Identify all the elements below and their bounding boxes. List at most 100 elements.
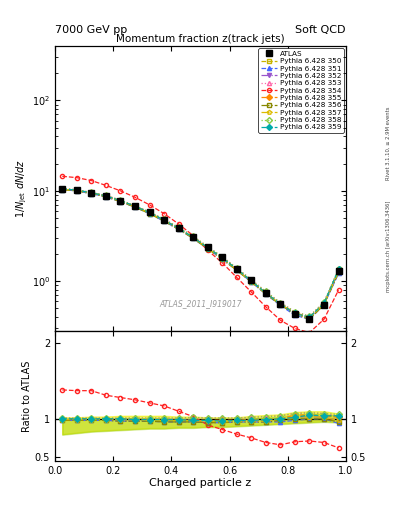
Pythia 6.428 357 — [118, 198, 123, 204]
Line: Pythia 6.428 359: Pythia 6.428 359 — [60, 187, 341, 319]
Pythia 6.428 352 — [307, 315, 312, 321]
Pythia 6.428 354 — [307, 330, 312, 336]
Pythia 6.428 354 — [60, 173, 64, 179]
Pythia 6.428 355 — [206, 245, 210, 251]
Pythia 6.428 356 — [322, 302, 327, 308]
Pythia 6.428 357 — [249, 279, 254, 285]
Pythia 6.428 358 — [220, 253, 225, 260]
Pythia 6.428 354 — [292, 326, 297, 332]
ATLAS — [75, 187, 79, 193]
Pythia 6.428 359 — [234, 266, 239, 272]
Pythia 6.428 358 — [118, 197, 123, 203]
Pythia 6.428 359 — [162, 217, 167, 223]
Pythia 6.428 353 — [162, 216, 167, 222]
Pythia 6.428 357 — [206, 245, 210, 251]
Pythia 6.428 352 — [60, 186, 64, 193]
Pythia 6.428 354 — [249, 289, 254, 295]
Line: Pythia 6.428 350: Pythia 6.428 350 — [60, 187, 341, 319]
Pythia 6.428 352 — [234, 267, 239, 273]
Pythia 6.428 352 — [162, 218, 167, 224]
Pythia 6.428 356 — [278, 302, 283, 308]
Pythia 6.428 352 — [133, 203, 138, 209]
Line: Pythia 6.428 352: Pythia 6.428 352 — [60, 187, 341, 321]
Pythia 6.428 359 — [322, 300, 327, 306]
Pythia 6.428 352 — [249, 279, 254, 285]
Pythia 6.428 353 — [89, 189, 94, 196]
Pythia 6.428 357 — [263, 290, 268, 296]
Pythia 6.428 350 — [89, 190, 94, 196]
ATLAS — [278, 301, 283, 307]
Pythia 6.428 355 — [118, 198, 123, 204]
Pythia 6.428 350 — [263, 290, 268, 296]
Pythia 6.428 350 — [60, 186, 64, 192]
Pythia 6.428 356 — [89, 190, 94, 197]
Pythia 6.428 351 — [249, 279, 254, 285]
Pythia 6.428 352 — [263, 290, 268, 296]
Pythia 6.428 355 — [336, 267, 341, 273]
Line: ATLAS: ATLAS — [59, 186, 342, 322]
Pythia 6.428 352 — [336, 268, 341, 274]
Pythia 6.428 354 — [176, 221, 181, 227]
Pythia 6.428 359 — [104, 193, 108, 199]
Pythia 6.428 351 — [292, 312, 297, 318]
ATLAS — [104, 193, 108, 199]
Pythia 6.428 359 — [249, 278, 254, 284]
Pythia 6.428 359 — [278, 301, 283, 307]
Pythia 6.428 359 — [60, 186, 64, 192]
Pythia 6.428 350 — [147, 209, 152, 216]
Pythia 6.428 353 — [263, 288, 268, 294]
Pythia 6.428 353 — [307, 313, 312, 319]
Text: 7000 GeV pp: 7000 GeV pp — [55, 25, 127, 35]
Pythia 6.428 352 — [278, 301, 283, 307]
Pythia 6.428 350 — [322, 300, 327, 306]
Pythia 6.428 357 — [89, 190, 94, 197]
Line: Pythia 6.428 353: Pythia 6.428 353 — [60, 186, 341, 318]
Pythia 6.428 355 — [322, 300, 327, 306]
Pythia 6.428 359 — [263, 290, 268, 296]
Pythia 6.428 355 — [278, 301, 283, 307]
Pythia 6.428 354 — [147, 202, 152, 208]
Pythia 6.428 359 — [176, 225, 181, 231]
Pythia 6.428 350 — [206, 245, 210, 251]
Pythia 6.428 357 — [307, 315, 312, 321]
Pythia 6.428 359 — [89, 190, 94, 196]
Pythia 6.428 357 — [220, 255, 225, 262]
Pythia 6.428 357 — [104, 193, 108, 199]
Pythia 6.428 350 — [249, 278, 254, 284]
ATLAS — [220, 254, 225, 260]
Pythia 6.428 359 — [336, 266, 341, 272]
Pythia 6.428 354 — [118, 188, 123, 194]
Pythia 6.428 353 — [220, 253, 225, 260]
Line: Pythia 6.428 351: Pythia 6.428 351 — [60, 187, 341, 322]
Pythia 6.428 352 — [220, 255, 225, 262]
ATLAS — [147, 209, 152, 216]
Pythia 6.428 353 — [234, 265, 239, 271]
Pythia 6.428 354 — [104, 182, 108, 188]
Pythia 6.428 352 — [322, 301, 327, 307]
Pythia 6.428 358 — [307, 313, 312, 319]
Pythia 6.428 351 — [60, 187, 64, 193]
Pythia 6.428 353 — [278, 300, 283, 306]
ATLAS — [191, 234, 196, 240]
Pythia 6.428 352 — [147, 210, 152, 216]
ATLAS — [60, 186, 64, 192]
Pythia 6.428 358 — [336, 266, 341, 272]
Pythia 6.428 350 — [191, 234, 196, 241]
ATLAS — [118, 198, 123, 204]
Pythia 6.428 353 — [191, 233, 196, 239]
Line: Pythia 6.428 357: Pythia 6.428 357 — [60, 187, 341, 321]
Pythia 6.428 359 — [206, 245, 210, 251]
Pythia 6.428 350 — [118, 198, 123, 204]
Pythia 6.428 357 — [322, 301, 327, 307]
Pythia 6.428 358 — [234, 265, 239, 271]
Pythia 6.428 354 — [278, 317, 283, 324]
Pythia 6.428 355 — [147, 209, 152, 216]
Pythia 6.428 356 — [75, 188, 79, 194]
Pythia 6.428 353 — [75, 187, 79, 193]
Pythia 6.428 352 — [191, 234, 196, 241]
Pythia 6.428 350 — [104, 193, 108, 199]
Pythia 6.428 354 — [220, 260, 225, 266]
Pythia 6.428 353 — [292, 309, 297, 315]
Pythia 6.428 358 — [176, 224, 181, 230]
Pythia 6.428 354 — [75, 175, 79, 181]
